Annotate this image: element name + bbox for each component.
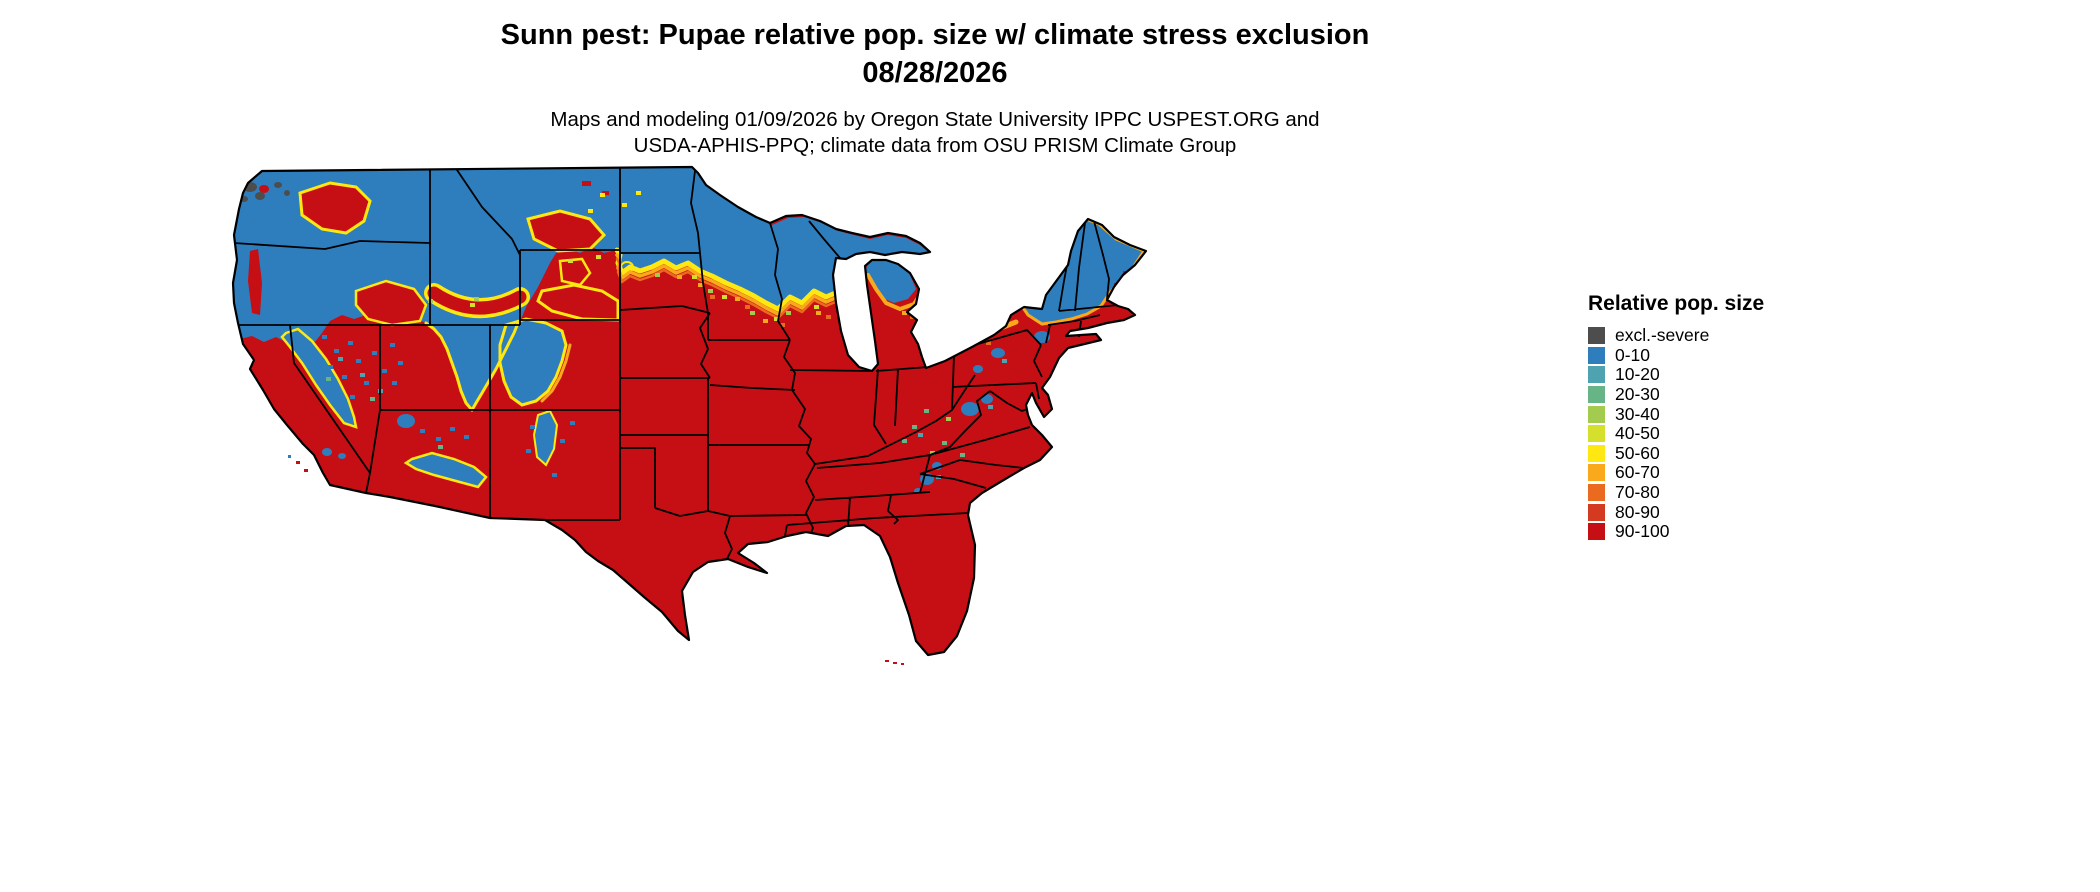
legend-row: 80-90 xyxy=(1588,502,1764,522)
legend-label: 0-10 xyxy=(1615,344,1651,365)
legend-color-chip xyxy=(1588,503,1605,521)
legend-color-chip xyxy=(1588,484,1605,502)
red-basin-regions xyxy=(248,181,1127,327)
red-central-montana xyxy=(526,209,607,253)
red-puget-lowland xyxy=(259,185,269,193)
legend-color-chip xyxy=(1588,366,1605,384)
legend-label: 90-100 xyxy=(1615,521,1670,542)
legend-row: 0-10 xyxy=(1588,344,1764,366)
blue-colorado-rockies xyxy=(498,317,568,407)
legend-row: 40-50 xyxy=(1588,423,1764,444)
legend-label: excl.-severe xyxy=(1615,325,1710,346)
blue-north-west-region xyxy=(233,167,930,410)
legend-row: 10-20 xyxy=(1588,364,1764,385)
legend-color-chip xyxy=(1588,346,1605,364)
blue-arizona-mogollon xyxy=(403,451,488,489)
page-title: Sunn pest: Pupae relative pop. size w/ c… xyxy=(500,19,1370,51)
legend-label: 30-40 xyxy=(1615,403,1660,424)
blue-alleghenies-1 xyxy=(961,402,979,416)
blue-new-mexico-ridge xyxy=(532,409,559,467)
legend-color-chip xyxy=(1588,386,1605,404)
red-columbia-basin xyxy=(298,181,372,235)
blue-pa-ridge xyxy=(991,348,1005,358)
red-ne-montana-2 xyxy=(602,191,609,195)
legend-label: 10-20 xyxy=(1615,364,1660,385)
state-borders xyxy=(233,167,1119,562)
legend-label: 80-90 xyxy=(1615,501,1660,522)
legend-label: 70-80 xyxy=(1615,482,1660,503)
offshore-cells xyxy=(288,455,904,665)
red-bighorn-basin xyxy=(558,257,592,287)
legend-color-chip xyxy=(1588,405,1605,423)
legend-row: 60-70 xyxy=(1588,462,1764,483)
legend-row: 30-40 xyxy=(1588,404,1764,424)
fringe-utah-arm-east xyxy=(470,321,520,412)
legend-title: Relative pop. size xyxy=(1588,292,1765,315)
title-block: Sunn pest: Pupae relative pop. size w/ c… xyxy=(0,16,1870,159)
legend-color-chip xyxy=(1588,425,1605,443)
blue-pa-ridge-2 xyxy=(973,365,983,373)
blue-san-bernardino-1 xyxy=(322,448,332,456)
blue-kaibab xyxy=(397,414,415,428)
legend-row: 70-80 xyxy=(1588,482,1764,503)
legend-color-chip xyxy=(1588,464,1605,482)
blue-san-bernardino-2 xyxy=(338,453,346,459)
legend-row: excl.-severe xyxy=(1588,325,1764,346)
red-se-oregon xyxy=(354,279,428,327)
blue-sierra-nevada xyxy=(280,327,358,429)
red-ne-montana-1 xyxy=(582,181,591,186)
us-risk-map xyxy=(230,163,1150,668)
legend-row: 90-100 xyxy=(1588,521,1764,542)
legend-label: 40-50 xyxy=(1615,423,1660,444)
legend-label: 20-30 xyxy=(1615,384,1660,405)
legend-color-chip xyxy=(1588,444,1605,462)
subtitle-line2: USDA-APHIS-PPQ; climate data from OSU PR… xyxy=(633,133,1237,157)
legend-color-chip xyxy=(1588,327,1605,345)
legend-row: 20-30 xyxy=(1588,384,1764,405)
fringe-utah-arm-west xyxy=(424,321,474,412)
red-willamette-valley xyxy=(248,249,262,315)
legend: Relative pop. size excl.-severe 0-10 10-… xyxy=(1588,292,1764,542)
excluded-severe-regions xyxy=(240,182,290,202)
map-date: 08/28/2026 xyxy=(862,57,1008,90)
us-risk-map-svg xyxy=(231,165,1148,665)
legend-color-chip xyxy=(1588,523,1605,541)
fringe-colorado-front-range xyxy=(540,343,572,403)
subtitle-line1: Maps and modeling 01/09/2026 by Oregon S… xyxy=(550,107,1320,131)
legend-row: 50-60 xyxy=(1588,442,1764,464)
legend-label: 60-70 xyxy=(1615,462,1660,483)
legend-label: 50-60 xyxy=(1615,442,1660,463)
